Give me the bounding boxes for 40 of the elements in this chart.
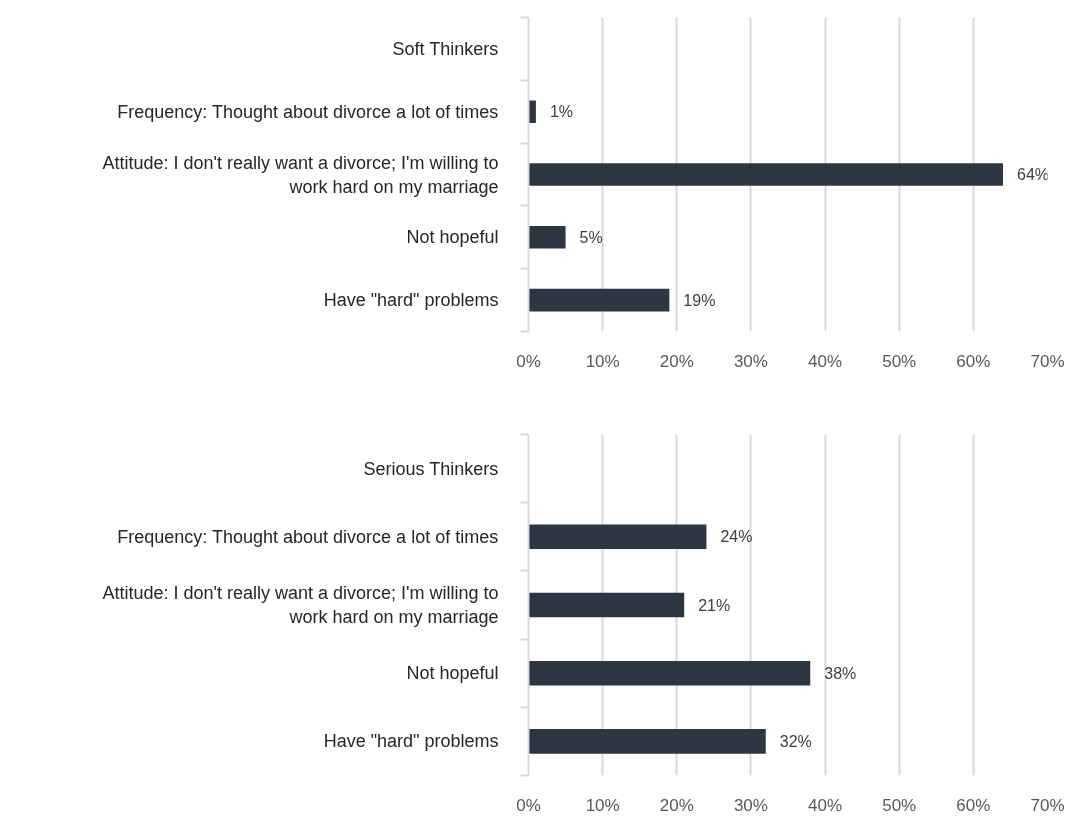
data-label: 19% (683, 291, 716, 309)
x-tick-label: 30% (733, 351, 768, 371)
data-label: 21% (698, 596, 731, 614)
x-tick-label: 10% (585, 795, 620, 815)
bar (528, 226, 566, 249)
y-tick-label: Serious Thinkers (363, 458, 499, 479)
x-tick-label: 60% (956, 351, 991, 371)
x-tick-label: 50% (882, 795, 917, 815)
data-label: 38% (824, 664, 857, 682)
y-tick-label: Have "hard" problems (323, 731, 499, 752)
bar (528, 288, 670, 312)
x-tick-label: 40% (808, 351, 843, 371)
x-tick-label: 70% (1030, 795, 1065, 815)
y-tick-label: Frequency: Thought about divorce a lot of times (117, 526, 499, 547)
x-tick-label: 30% (733, 795, 768, 815)
bar (528, 524, 707, 550)
data-label: 1% (549, 103, 574, 121)
x-tick-label: 40% (808, 795, 843, 815)
data-label: 32% (779, 732, 812, 750)
x-tick-label: 20% (659, 351, 694, 371)
bar (528, 592, 685, 618)
y-tick-label: Frequency: Thought about divorce a lot of times (117, 101, 499, 122)
x-tick-label: 60% (956, 795, 991, 815)
y-tick-label: Not hopeful (406, 663, 499, 684)
data-label: 5% (579, 228, 603, 246)
x-tick-label: 0% (516, 351, 541, 371)
y-tick-label: Soft Thinkers (392, 38, 499, 59)
x-tick-label: 70% (1030, 351, 1065, 371)
y-tick-label: Not hopeful (406, 227, 499, 248)
bar (528, 660, 811, 686)
x-tick-label: 50% (882, 351, 917, 371)
bar (528, 729, 766, 754)
x-tick-label: 0% (516, 795, 541, 815)
data-label: 24% (720, 528, 753, 546)
y-tick-label: Have "hard" problems (323, 290, 499, 311)
x-tick-label: 20% (659, 795, 694, 815)
y-tick-label: Attitude: I don't really want a divorce; I'm willing to work hard on my marriage (102, 152, 499, 197)
x-tick-label: 10% (585, 351, 620, 371)
y-tick-label: Attitude: I don't really want a divorce; I'm willing to work hard on my marriage (102, 583, 499, 627)
bar (528, 163, 1004, 186)
